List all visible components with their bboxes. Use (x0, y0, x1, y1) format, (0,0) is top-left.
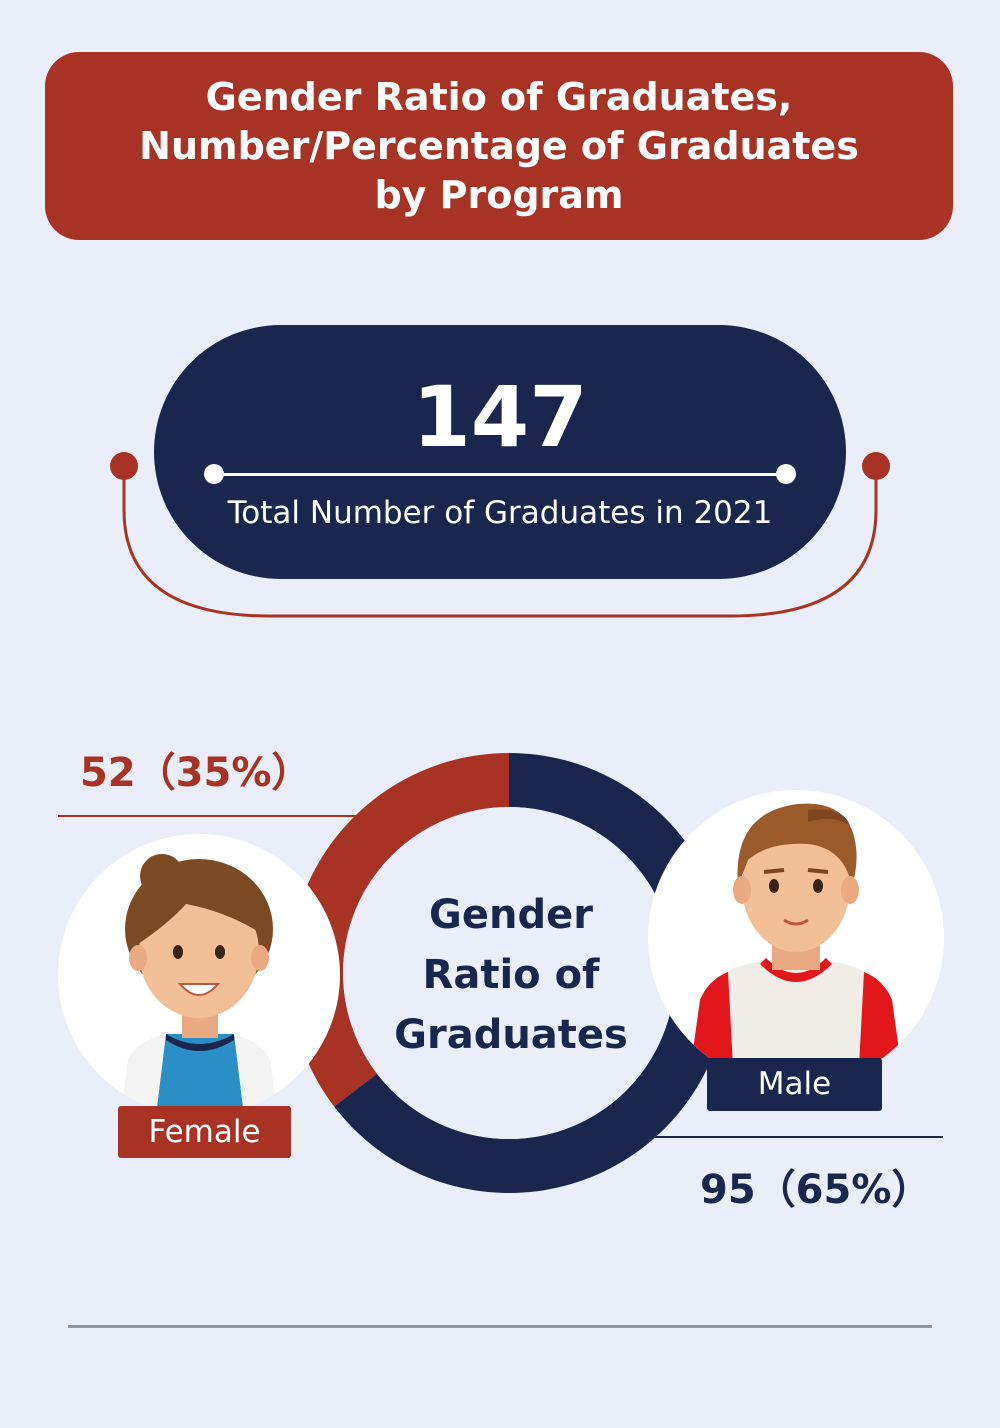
male-avatar (648, 790, 944, 1086)
arc-dot-left (110, 452, 138, 480)
male-stat-label: 95（65%） (700, 1167, 932, 1213)
female-tag: Female (118, 1106, 291, 1158)
female-graduate-avatar-icon (120, 854, 278, 1116)
donut-center-line-1: Gender (429, 892, 593, 938)
donut-slice-female (288, 752, 509, 1107)
total-divider (204, 464, 796, 484)
male-tag: Male (707, 1058, 882, 1111)
arc-path (122, 466, 878, 618)
male-graduate-avatar-icon (688, 803, 904, 1086)
title-line-1: Gender Ratio of Graduates, (205, 74, 793, 119)
total-decor-arc (110, 452, 890, 618)
title-line-3: by Program (374, 172, 624, 217)
total-graduates-caption: Total Number of Graduates in 2021 (227, 495, 773, 531)
title-banner: Gender Ratio of Graduates, Number/Percen… (45, 52, 953, 240)
male-stat-rule (655, 1136, 943, 1138)
divider-dot-right (776, 464, 796, 484)
bottom-divider (68, 1325, 932, 1328)
divider-dot-left (204, 464, 224, 484)
total-graduates-number: 147 (412, 368, 588, 466)
female-stat-label: 52（35%） (80, 750, 312, 796)
female-stat-rule (58, 815, 358, 817)
donut-center-line-3: Graduates (394, 1012, 628, 1058)
donut-center-line-2: Ratio of (422, 952, 600, 998)
arc-dot-right (862, 452, 890, 480)
title-line-2: Number/Percentage of Graduates (139, 123, 859, 168)
total-graduates-card: 147 Total Number of Graduates in 2021 (154, 325, 846, 579)
female-avatar (58, 834, 340, 1116)
donut-center-label: Gender Ratio of Graduates (380, 885, 642, 1065)
donut-hole (343, 807, 675, 1139)
